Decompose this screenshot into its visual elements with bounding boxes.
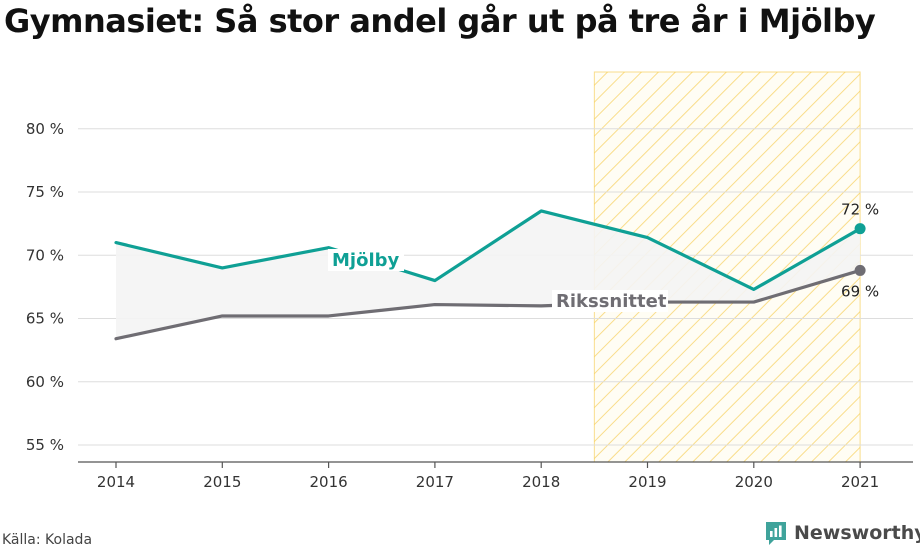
y-tick-label: 75 %: [26, 183, 64, 201]
difference-band: [116, 210, 861, 339]
grid-lines: [78, 128, 913, 446]
x-tick-label: 2016: [310, 473, 348, 491]
series-line-mjolby: [114, 209, 862, 292]
y-tick-label: 80 %: [26, 120, 64, 138]
series-line-rikssnittet: [114, 268, 862, 341]
x-tick-label: 2014: [97, 473, 135, 491]
brand-logo: Newsworthy: [764, 520, 920, 546]
series-label-rikssnittet: Rikssnittet: [556, 291, 667, 312]
y-tick-label: 55 %: [26, 436, 64, 454]
series-lines: [114, 209, 862, 341]
y-tick-label: 70 %: [26, 246, 64, 264]
x-tick-label: 2017: [416, 473, 454, 491]
end-label-rikssnittet: 69 %: [841, 282, 879, 300]
chart-title: Gymnasiet: Så stor andel går ut på tre å…: [4, 2, 876, 40]
series-labels: Mjölby Rikssnittet 72 % 69 %: [328, 201, 879, 312]
y-axis: 55 % 60 % 65 % 70 % 75 % 80 %: [26, 120, 64, 454]
x-tick-label: 2020: [735, 473, 773, 491]
series-label-rikssnittet-background: [552, 290, 668, 312]
brand-name: Newsworthy: [794, 522, 920, 544]
end-point-rikssnittet: [854, 264, 866, 276]
end-label-mjolby: 72 %: [841, 201, 879, 219]
x-axis: 2014 2015 2016 2017 2018 2019 2020 2021: [78, 461, 913, 491]
x-tick-label: 2015: [203, 473, 241, 491]
y-tick-label: 65 %: [26, 310, 64, 328]
end-point-mjolby: [854, 223, 866, 235]
source-note: Källa: Kolada: [2, 532, 93, 548]
logo-icon: [766, 522, 786, 545]
end-points: [854, 223, 866, 276]
x-tick-label: 2021: [841, 473, 879, 491]
series-label-mjolby-background: [328, 249, 404, 271]
x-tick-label: 2019: [628, 473, 666, 491]
y-tick-label: 60 %: [26, 373, 64, 391]
series-label-mjolby: Mjölby: [332, 250, 400, 271]
x-tick-label: 2018: [522, 473, 560, 491]
